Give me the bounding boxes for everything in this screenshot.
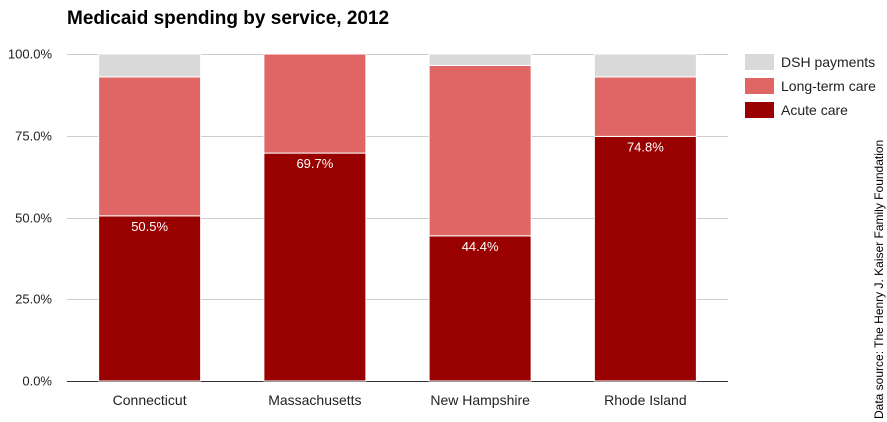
data-label: 44.4% bbox=[462, 239, 499, 254]
x-tick-label: Rhode Island bbox=[604, 392, 687, 408]
y-tick-label: 25.0% bbox=[15, 292, 52, 307]
data-label: 74.8% bbox=[627, 139, 664, 154]
y-tick-label: 0.0% bbox=[22, 374, 52, 389]
bar-long-term-care-connecticut bbox=[98, 76, 202, 217]
legend-swatch bbox=[745, 102, 774, 118]
bar-acute-care-massachusetts bbox=[263, 152, 367, 382]
legend-swatch bbox=[745, 78, 774, 94]
legend-label: DSH payments bbox=[781, 54, 875, 70]
data-label: 69.7% bbox=[296, 156, 333, 171]
legend: DSH payments Long-term care Acute care bbox=[745, 54, 876, 118]
data-labels: 50.5% 69.7% 44.4% 74.8% bbox=[131, 139, 664, 253]
bar-long-term-care-rhode-island bbox=[593, 76, 697, 137]
legend-label: Acute care bbox=[781, 102, 848, 118]
y-tick-label: 50.0% bbox=[15, 211, 52, 226]
y-axis-tick-labels: 0.0% 25.0% 50.0% 75.0% 100.0% bbox=[8, 47, 53, 389]
legend-swatch bbox=[745, 54, 774, 70]
y-tick-label: 75.0% bbox=[15, 129, 52, 144]
bar-long-term-care-massachusetts bbox=[263, 53, 367, 154]
x-tick-label: Massachusetts bbox=[268, 392, 361, 408]
bars bbox=[98, 53, 697, 382]
bar-acute-care-connecticut bbox=[98, 215, 202, 382]
y-tick-label: 100.0% bbox=[8, 47, 53, 62]
bar-long-term-care-new-hampshire bbox=[428, 64, 532, 237]
x-tick-label: New Hampshire bbox=[430, 392, 530, 408]
source-note: Data source: The Henry J. Kaiser Family … bbox=[872, 139, 886, 419]
bar-dsh-payments-connecticut bbox=[98, 53, 202, 78]
chart-title: Medicaid spending by service, 2012 bbox=[67, 8, 390, 29]
bar-dsh-payments-new-hampshire bbox=[428, 53, 532, 66]
bar-acute-care-rhode-island bbox=[593, 135, 697, 382]
bar-dsh-payments-rhode-island bbox=[593, 53, 697, 78]
x-tick-label: Connecticut bbox=[113, 392, 187, 408]
data-label: 50.5% bbox=[131, 219, 168, 234]
x-axis-tick-labels: Connecticut Massachusetts New Hampshire Rho… bbox=[113, 392, 687, 408]
legend-label: Long-term care bbox=[781, 78, 876, 94]
bar-acute-care-new-hampshire bbox=[428, 235, 532, 382]
